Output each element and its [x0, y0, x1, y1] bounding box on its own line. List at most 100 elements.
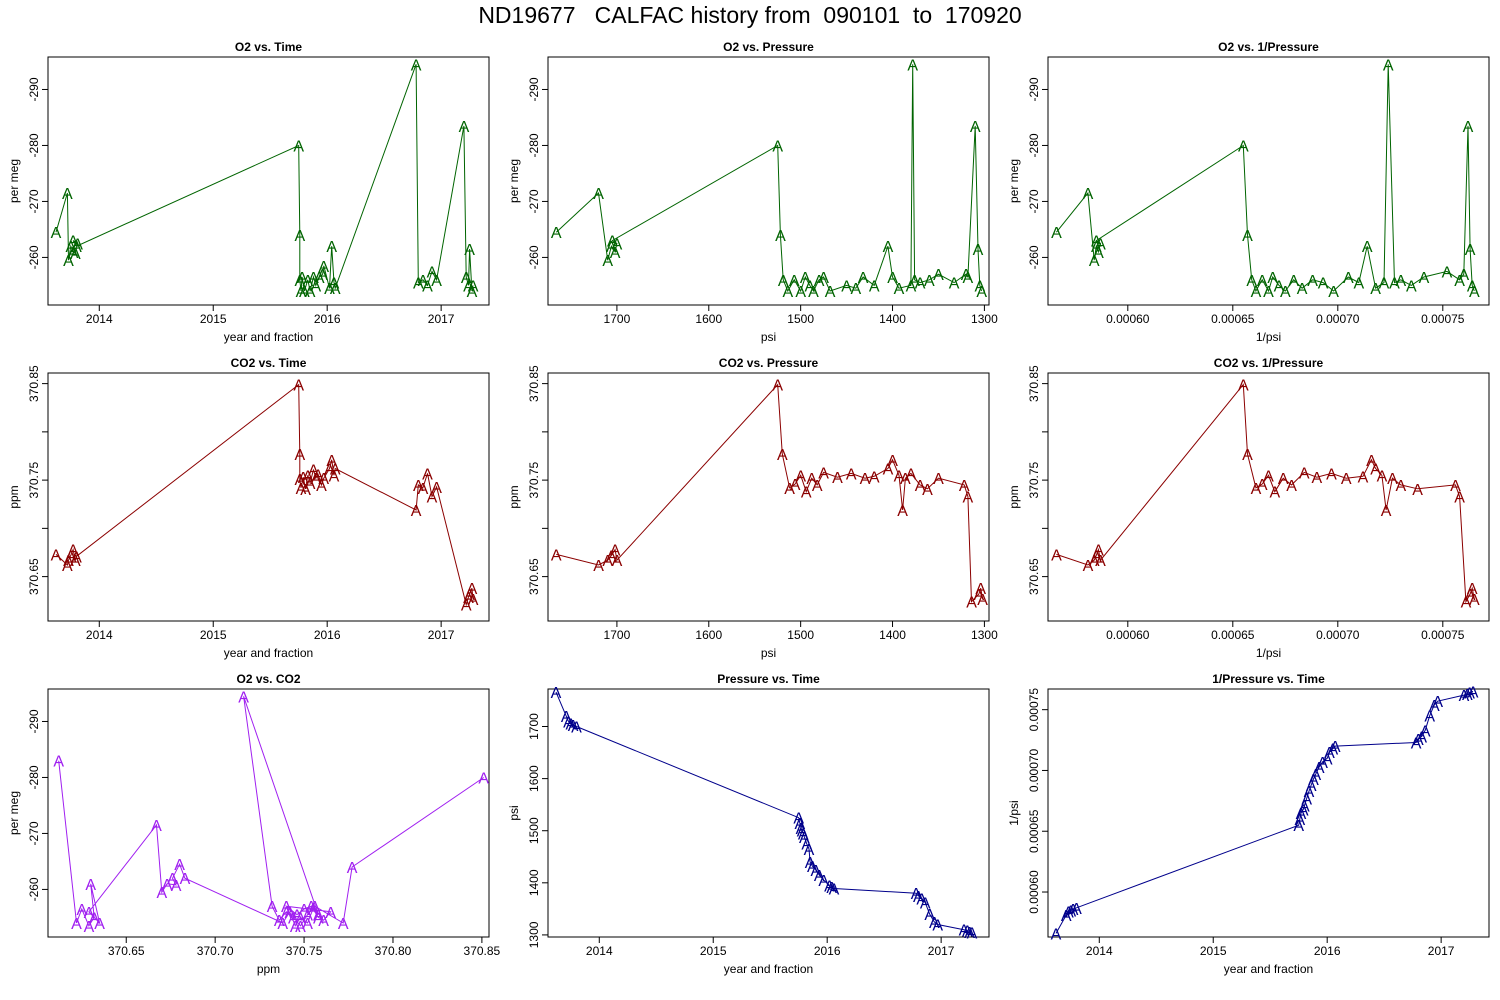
data-point-marker: A [71, 916, 82, 933]
x-tick-label: 0.00065 [1211, 628, 1255, 642]
data-point-marker: A [318, 471, 329, 488]
data-point-marker: A [1467, 278, 1478, 295]
data-point-marker: A [1381, 503, 1392, 520]
data-point-marker: A [860, 471, 871, 488]
data-point-marker: A [1318, 276, 1329, 293]
data-point-marker: A [869, 278, 880, 295]
series-line [58, 696, 484, 927]
data-point-marker: A [906, 278, 917, 295]
data-point-marker: A [62, 558, 73, 575]
y-tick-label: 370.85 [27, 365, 41, 402]
plot-frame [1047, 372, 1490, 622]
data-point-marker: A [818, 465, 829, 482]
data-point-marker: A [911, 886, 922, 903]
data-point-marker: A [915, 276, 926, 293]
x-tick-label: 0.00075 [1421, 312, 1465, 326]
data-point-marker: A [302, 916, 313, 933]
x-tick-label: 1400 [879, 628, 906, 642]
data-point-marker: A [906, 466, 917, 483]
data-point-marker: A [411, 503, 422, 520]
data-point-marker: A [922, 482, 933, 499]
x-axis-label: psi [761, 646, 776, 660]
y-tick-label: -270 [27, 821, 41, 845]
data-point-marker: A [1341, 471, 1352, 488]
data-point-marker: A [1274, 278, 1285, 295]
y-tick-label: -260 [27, 877, 41, 901]
data-point-marker: A [973, 242, 984, 259]
data-point-marker: A [468, 592, 479, 609]
data-point-marker: A [1465, 587, 1476, 604]
chart-title: Pressure vs. Time [717, 672, 820, 686]
y-tick-label: 370.65 [27, 558, 41, 595]
x-axis-label: year and fraction [224, 646, 313, 660]
data-point-marker: A [1326, 466, 1337, 483]
data-point-marker: A [1286, 478, 1297, 495]
y-tick-label: 370.65 [1027, 558, 1041, 595]
data-point-marker: A [1051, 926, 1062, 943]
data-point-marker: A [297, 270, 308, 287]
x-tick-label: 0.00070 [1316, 312, 1360, 326]
data-point-marker: A [1458, 267, 1469, 284]
y-tick-label: -260 [527, 245, 541, 269]
data-point-marker: A [1379, 276, 1390, 293]
data-point-marker: A [1395, 478, 1406, 495]
data-point-marker: A [784, 481, 795, 498]
y-tick-label: 1400 [527, 869, 541, 896]
data-point-marker: A [593, 558, 604, 575]
data-point-marker: A [1429, 698, 1440, 715]
data-point-marker: A [1089, 553, 1100, 570]
data-point-marker: A [814, 868, 825, 885]
data-point-marker: A [302, 468, 313, 485]
data-point-marker: A [1467, 581, 1478, 598]
plot-frame [1047, 56, 1490, 306]
page-title: ND19677 CALFAC history from 090101 to 17… [478, 2, 1022, 28]
data-point-marker: A [1362, 239, 1373, 256]
data-point-marker: A [846, 466, 857, 483]
series-line [556, 383, 984, 603]
data-point-marker: A [571, 720, 582, 737]
y-tick-label: -280 [1027, 133, 1041, 157]
data-point-marker: A [1464, 686, 1475, 703]
data-point-marker: A [1298, 802, 1309, 819]
data-point-marker: A [459, 119, 470, 136]
data-point-marker: A [961, 267, 972, 284]
data-point-marker: A [308, 270, 319, 287]
data-point-marker: A [1310, 767, 1321, 784]
chart-panel: O2 vs. Pressure psi per meg 1700 1600 1500 140… [507, 40, 998, 344]
data-point-marker: A [1251, 481, 1262, 498]
data-point-marker: A [1299, 799, 1310, 816]
chart-title: 1/Pressure vs. Time [1212, 672, 1325, 686]
data-point-marker: A [288, 910, 299, 927]
data-point-marker: A [326, 453, 337, 470]
data-point-marker: A [551, 685, 562, 702]
data-point-marker: A [72, 236, 83, 253]
data-point-marker: A [818, 270, 829, 287]
data-point-marker: A [800, 270, 811, 287]
plot-frame [47, 688, 490, 938]
data-point-marker: A [1462, 687, 1473, 704]
y-axis-label: per meg [507, 159, 521, 203]
data-point-marker: A [858, 270, 869, 287]
data-point-marker: A [606, 548, 617, 565]
data-point-marker: A [966, 595, 977, 612]
y-tick-label: -270 [527, 189, 541, 213]
data-point-marker: A [463, 590, 474, 607]
x-axis-label: year and fraction [224, 330, 313, 344]
data-point-marker: A [296, 481, 307, 498]
data-point-marker: A [1468, 684, 1479, 701]
data-point-marker: A [949, 276, 960, 293]
data-point-marker: A [324, 462, 335, 479]
x-tick-label: 370.75 [286, 944, 323, 958]
x-tick-label: 1300 [971, 628, 998, 642]
data-point-marker: A [1304, 784, 1315, 801]
data-point-marker: A [916, 891, 927, 908]
data-point-marker: A [869, 469, 880, 486]
data-point-marker: A [238, 689, 249, 706]
data-point-marker: A [612, 553, 623, 570]
data-point-marker: A [812, 478, 823, 495]
chart-title: CO2 vs. Pressure [719, 356, 819, 370]
data-point-marker: A [607, 234, 618, 251]
x-tick-label: 2017 [428, 628, 455, 642]
data-point-marker: A [167, 871, 178, 888]
data-point-marker: A [551, 547, 562, 564]
